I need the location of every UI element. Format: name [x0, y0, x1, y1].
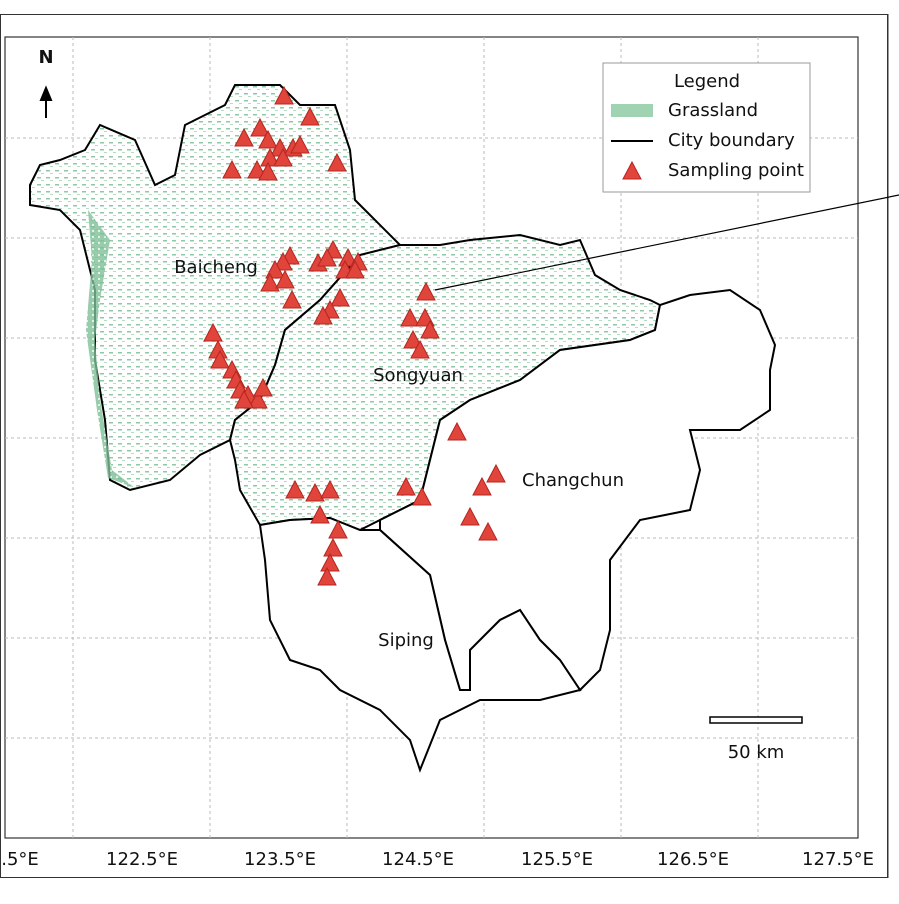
legend-swatch — [611, 104, 653, 117]
sampling-point — [420, 319, 440, 339]
sampling-point — [310, 504, 330, 524]
x-tick-label: 122.5°E — [106, 849, 178, 870]
sampling-point — [210, 349, 230, 369]
sampling-point — [258, 161, 278, 181]
sampling-point — [460, 506, 480, 526]
legend-marker — [622, 160, 642, 180]
sampling-point — [327, 152, 347, 172]
inset-pointer — [434, 194, 899, 291]
city-label: Changchun — [522, 470, 624, 491]
sampling-point — [203, 322, 223, 342]
sampling-point — [234, 389, 254, 409]
sampling-point — [323, 537, 343, 557]
x-tick-label: 124.5°E — [382, 849, 454, 870]
north-label: N — [38, 47, 53, 68]
sampling-point — [328, 519, 348, 539]
sampling-point — [320, 479, 340, 499]
x-tick-label: 126.5°E — [657, 849, 729, 870]
sampling-point — [486, 463, 506, 483]
sampling-point — [472, 476, 492, 496]
scale-label: 50 km — [728, 742, 785, 763]
legend: Legend Grassland City boundary Sampling … — [602, 62, 811, 193]
sampling-point — [313, 305, 333, 325]
sampling-point — [250, 117, 270, 137]
sampling-point — [305, 482, 325, 502]
city-label: Songyuan — [373, 365, 463, 386]
sampling-point — [478, 521, 498, 541]
city-label: Baicheng — [174, 257, 258, 278]
legend-title: Legend — [674, 71, 740, 92]
sampling-point — [248, 389, 268, 409]
sampling-point — [258, 129, 278, 149]
north-arrow — [39, 85, 53, 118]
x-tick-label: .5°E — [1, 849, 39, 870]
sampling-point — [275, 269, 295, 289]
sampling-point — [285, 479, 305, 499]
sampling-point — [222, 159, 242, 179]
sampling-point — [416, 281, 436, 301]
sampling-point — [403, 329, 423, 349]
sampling-point — [400, 307, 420, 327]
x-tick-label: 125.5°E — [521, 849, 593, 870]
regions — [29, 84, 777, 773]
siping-region — [258, 516, 582, 773]
x-tick-label: 123.5°E — [244, 849, 316, 870]
sampling-points — [203, 85, 506, 586]
sampling-point — [412, 486, 432, 506]
legend-label: Grassland — [668, 100, 758, 121]
sampling-point — [396, 476, 416, 496]
grassland-patch — [86, 210, 135, 488]
scale-bar — [709, 716, 803, 724]
sampling-point — [317, 566, 337, 586]
sampling-point — [273, 251, 293, 271]
sampling-point — [274, 85, 294, 105]
sampling-point — [320, 552, 340, 572]
legend-label: Sampling point — [668, 160, 804, 181]
sampling-point — [282, 289, 302, 309]
sampling-point — [317, 247, 337, 267]
sampling-point — [290, 134, 310, 154]
legend-box — [602, 62, 811, 193]
sampling-point — [300, 106, 320, 126]
x-tick-labels: .5°E 122.5°E 123.5°E 124.5°E 125.5°E 126.5°E 1… — [1, 849, 874, 870]
sampling-point — [265, 259, 285, 279]
sampling-point — [345, 259, 365, 279]
city-label: Siping — [378, 630, 434, 651]
sampling-point — [260, 272, 280, 292]
sampling-point — [410, 339, 430, 359]
sampling-point — [273, 147, 293, 167]
sampling-point — [247, 159, 267, 179]
sampling-point — [253, 377, 273, 397]
sampling-point — [234, 127, 254, 147]
sampling-point — [330, 287, 350, 307]
sampling-point — [447, 421, 467, 441]
legend-label: City boundary — [668, 130, 795, 151]
x-tick-label: 127.5°E — [802, 849, 874, 870]
